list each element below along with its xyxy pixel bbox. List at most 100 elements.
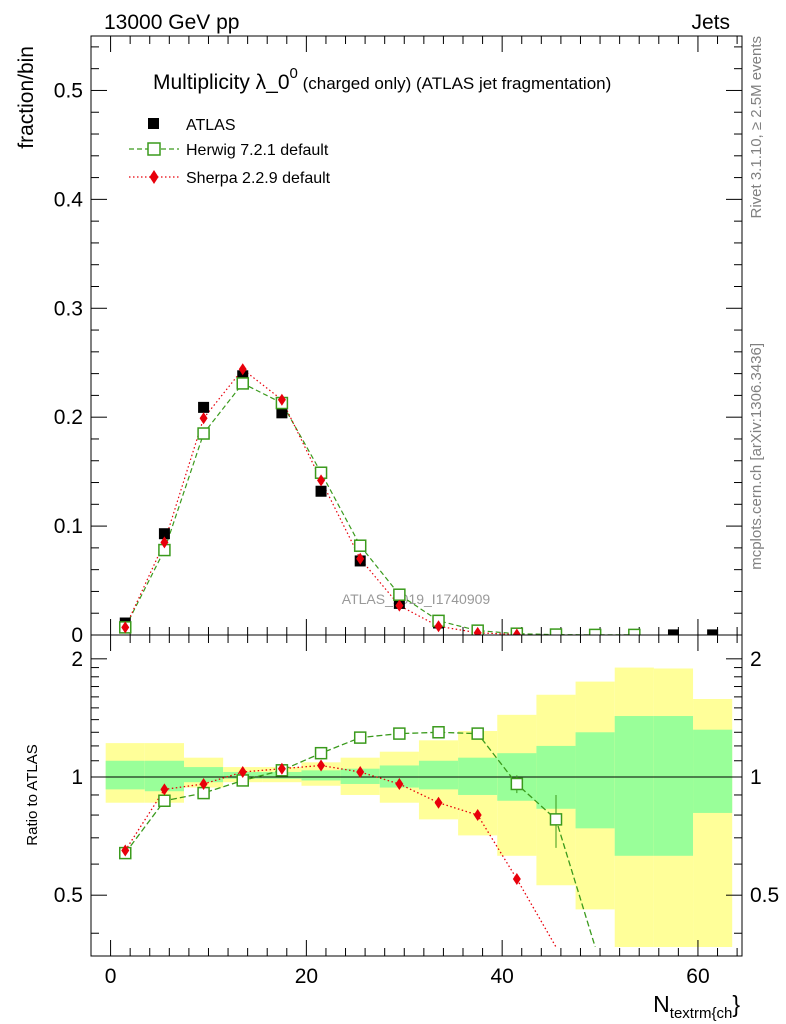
chart-title-main: Multiplicity λ_0: [153, 71, 290, 94]
herwig-point: [353, 539, 367, 552]
x-axis-label-main: N: [653, 991, 670, 1017]
legend-marker-sherpa: [149, 170, 159, 184]
stat-band-bin: [105, 760, 145, 790]
sherpa-point: [512, 628, 521, 635]
main-series: [119, 363, 719, 635]
sherpa-point: [277, 393, 286, 406]
sherpa-ratio-point: [434, 796, 443, 809]
ratio-ylabel: Ratio to ATLAS: [24, 744, 41, 845]
herwig-ratio-point: [432, 726, 445, 739]
atlas-point: [315, 485, 327, 497]
stat-band-bin: [614, 716, 654, 856]
sherpa-line: [124, 368, 517, 635]
sherpa-ratio-point: [121, 844, 130, 857]
xtick-label: 60: [686, 965, 709, 988]
sherpa-point: [395, 599, 404, 612]
sherpa-ratio-point: [395, 777, 404, 790]
ratio-ytick-label-right: 2: [750, 648, 762, 671]
main-ytick-label: 0.2: [54, 406, 83, 429]
main-ytick-label: 0.5: [54, 79, 83, 102]
ratio-series: [119, 726, 596, 947]
ratio-ytick-label: 2: [71, 648, 83, 671]
rivet-label: Rivet 3.1.10, ≥ 2.5M events: [748, 36, 765, 219]
legend-marker-atlas: [148, 118, 159, 129]
stat-band-bin: [184, 767, 224, 783]
sherpa-ratio-point: [317, 759, 326, 772]
sherpa-ratio-point: [238, 765, 247, 778]
header-left: 13000 GeV pp: [104, 11, 239, 34]
ratio-ytick-label: 0.5: [54, 884, 83, 907]
sherpa-ratio-point: [277, 762, 286, 775]
atlas-point: [158, 528, 170, 540]
ratio-x-axis: 0 20 40 60: [105, 635, 738, 988]
main-ylabel: fraction/bin: [15, 46, 38, 149]
herwig-point: [236, 377, 249, 390]
sherpa-point: [317, 474, 326, 487]
x-axis-label-sub: textrm{ch: [670, 1005, 733, 1022]
stat-band-bin: [693, 729, 733, 813]
herwig-point: [393, 588, 406, 601]
xtick-label: 20: [295, 965, 318, 988]
legend-marker-herwig: [147, 142, 161, 156]
herwig-point: [197, 427, 210, 440]
sherpa-point: [356, 552, 365, 565]
ratio-ytick-label: 1: [71, 766, 83, 789]
atlas-point: [707, 629, 719, 635]
ratio-ytick-label-right: 1: [750, 766, 762, 789]
atlas-point: [237, 370, 249, 382]
legend-label-atlas: ATLAS: [186, 117, 236, 134]
chart-title: Multiplicity λ_00 (charged only) (ATLAS …: [153, 65, 611, 94]
x-axis-label: Ntextrm{ch}: [653, 991, 740, 1022]
stat-band-bin: [418, 760, 459, 790]
analysis-watermark: ATLAS_2019_I1740909: [342, 591, 491, 607]
herwig-ratio-point: [158, 794, 171, 808]
stat-band-bin: [458, 757, 498, 795]
ratio-frame: [90, 634, 743, 957]
sherpa-point: [199, 412, 208, 425]
stat-band-bin: [301, 770, 341, 781]
main-series-clip: [119, 363, 719, 635]
atlas-point: [276, 407, 288, 419]
legend: ATLAS Herwig 7.2.1 default Sherpa 2.2.9 …: [129, 117, 331, 187]
atlas-point: [667, 629, 679, 635]
ratio-y-axis: 0.5 0.5 1 1 2 2: [54, 648, 779, 934]
sherpa-point: [434, 620, 443, 633]
legend-entry-herwig: Herwig 7.2.1 default: [129, 142, 329, 159]
sherpa-ratio-line: [124, 764, 557, 947]
stat-band-bin: [575, 732, 615, 829]
atlas-point: [198, 401, 210, 413]
ratio-ytick-label-right: 0.5: [750, 884, 779, 907]
herwig-ratio-point: [549, 813, 563, 826]
main-y-axis: 0 0.1 0.2 0.3 0.4 0.5: [54, 46, 742, 647]
sherpa-point: [121, 621, 130, 634]
sherpa-point: [238, 363, 247, 376]
sherpa-ratio-point: [356, 765, 365, 778]
header-right: Jets: [691, 11, 730, 34]
chart-title-superscript: 0: [290, 65, 298, 82]
xtick-label: 40: [490, 965, 513, 988]
ratio-series-clip: [119, 726, 596, 947]
legend-entry-atlas: ATLAS: [148, 117, 236, 134]
herwig-ratio-point: [393, 727, 406, 740]
xtick-label: 0: [105, 965, 117, 988]
main-ytick-label: 0: [71, 624, 83, 647]
main-ytick-label: 0.3: [54, 297, 83, 320]
main-ytick-label: 0.4: [54, 188, 84, 211]
mcplots-label: mcplots.cern.ch [arXiv:1306.3436]: [748, 343, 765, 570]
sherpa-point: [160, 536, 169, 549]
ratio-bands: [105, 667, 733, 947]
main-panel: 0 0.1 0.2 0.3 0.4 0.5 fraction/bin Multiplici…: [15, 35, 743, 647]
legend-entry-sherpa: Sherpa 2.2.9 default: [129, 170, 331, 187]
herwig-ratio-point: [510, 777, 524, 791]
sherpa-ratio-point: [199, 777, 208, 790]
sherpa-ratio-point: [473, 809, 482, 822]
herwig-ratio-point: [314, 746, 328, 760]
sherpa-ratio-point: [512, 872, 521, 885]
legend-label-herwig: Herwig 7.2.1 default: [186, 142, 329, 159]
stat-band-bin: [653, 716, 694, 856]
herwig-ratio-point: [471, 727, 484, 740]
sherpa-ratio-point: [160, 783, 169, 796]
x-axis-label-tail: }: [732, 991, 740, 1017]
sherpa-point: [473, 626, 482, 635]
